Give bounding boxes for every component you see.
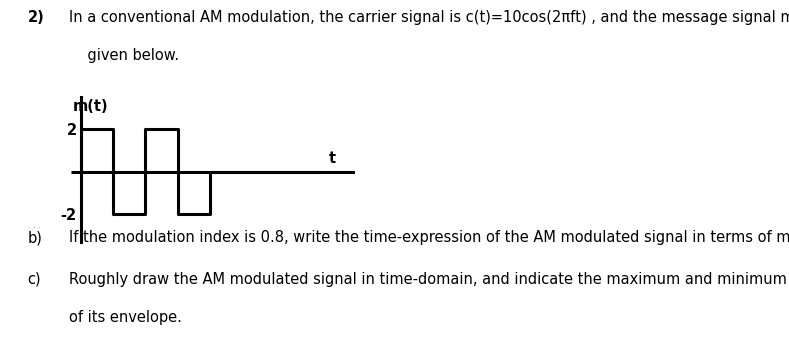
Text: . . .: . . . [28,221,41,230]
Text: b): b) [28,230,43,245]
Text: of its envelope.: of its envelope. [69,310,182,325]
Text: 2): 2) [28,10,44,25]
Text: Roughly draw the AM modulated signal in time-domain, and indicate the maximum an: Roughly draw the AM modulated signal in … [69,272,789,286]
Text: given below.: given below. [69,48,180,63]
Text: If the modulation index is 0.8, write the time-expression of the AM modulated si: If the modulation index is 0.8, write th… [69,230,789,245]
Text: t: t [329,151,336,166]
Text: c): c) [28,272,41,286]
Text: In a conventional AM modulation, the carrier signal is c(t)=10cos(2πf⁣t) , and t: In a conventional AM modulation, the car… [69,10,789,25]
Text: m(t): m(t) [73,99,108,114]
